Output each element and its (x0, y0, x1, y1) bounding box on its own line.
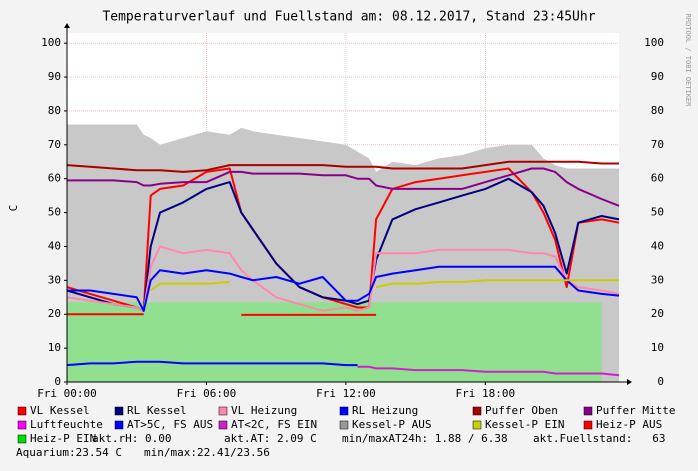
x-tick-label: Fri 18:00 (456, 387, 516, 400)
stat-text: akt.rH: 0.00 (92, 432, 171, 445)
legend-label: RL Heizung (352, 404, 418, 417)
y-tick-label-right: 30 (651, 273, 664, 286)
legend-swatch (114, 406, 124, 416)
series-area (67, 302, 602, 382)
y-axis-arrow (64, 23, 70, 28)
legend-label: Puffer Oben (485, 404, 558, 417)
legend-swatch (472, 406, 482, 416)
series-line (66, 177, 620, 312)
stat-text: akt.Fuellstand: 63 (533, 432, 665, 445)
legend-label: Puffer Mitte (596, 404, 675, 417)
y-tick-label-right: 100 (644, 36, 664, 49)
legend-label: AT<2C, FS EIN (231, 418, 317, 431)
legend-swatch (583, 406, 593, 416)
y-tick-label: 50 (48, 206, 61, 219)
legend-swatch (17, 420, 27, 430)
y-tick-label: 60 (48, 172, 61, 185)
watermark: RRDTOOL / TOBI OETIKER (684, 14, 692, 108)
series-line (66, 360, 358, 367)
y-tick-label: 80 (48, 104, 61, 117)
legend-swatch (17, 434, 27, 444)
y-tick-label-right: 90 (651, 70, 664, 83)
legend-label: Luftfeuchte (30, 418, 103, 431)
x-tick-label: Fri 12:00 (316, 387, 376, 400)
y-tick-label: 90 (48, 70, 61, 83)
y-tick-label-right: 10 (651, 341, 664, 354)
legend-swatch (218, 420, 228, 430)
y-tick-label: 10 (48, 341, 61, 354)
legend-label: Heiz-P AUS (596, 418, 662, 431)
y-tick-label: 0 (54, 375, 61, 388)
series-line (66, 160, 619, 173)
y-tick-label: 40 (48, 239, 61, 252)
y-tick-label-right: 20 (651, 307, 664, 320)
y-tick-label-right: 80 (651, 104, 664, 117)
x-tick-label: Fri 00:00 (37, 387, 97, 400)
legend: VL Kessel RL Kessel VL Heizung RL Heizung Pu… (16, 404, 675, 459)
legend-swatch (583, 420, 593, 430)
chart-title: Temperaturverlauf und Fuellstand am: 08.… (102, 10, 595, 25)
y-tick-label-right: 50 (651, 206, 664, 219)
series-line (67, 167, 620, 207)
axes: 0 0 10 10 20 20 30 30 40 40 50 50 60 60 70 70 80 80 90 90 10… (37, 23, 664, 400)
legend-swatch (218, 406, 228, 416)
legend-swatch (339, 406, 349, 416)
series-line (66, 167, 620, 312)
series-line (66, 245, 620, 312)
y-tick-label: 100 (41, 36, 61, 49)
series-line (357, 365, 620, 377)
legend-swatch (472, 420, 482, 430)
stat-text: Aquarium:23.54 C (16, 446, 122, 459)
y-axis-label: C (7, 205, 20, 212)
stat-text: min/max:22.41/23.56 (144, 446, 270, 459)
legend-label: VL Heizung (231, 404, 297, 417)
y-tick-label-right: 0 (657, 375, 664, 388)
lines (66, 160, 620, 377)
series-line (150, 279, 619, 292)
legend-label: VL Kessel (30, 404, 90, 417)
x-tick-label: Fri 06:00 (177, 387, 237, 400)
x-axis-arrow (627, 379, 632, 385)
y-tick-label: 20 (48, 307, 61, 320)
legend-label: AT>5C, FS AUS (127, 418, 213, 431)
legend-swatch (339, 420, 349, 430)
legend-swatch (17, 406, 27, 416)
series-line (67, 313, 377, 316)
y-tick-label: 30 (48, 273, 61, 286)
legend-label: Heiz-P EIN (30, 432, 96, 445)
stat-text: akt.AT: 2.09 C (224, 432, 317, 445)
legend-label: Kessel-P AUS (352, 418, 431, 431)
series-line (67, 265, 620, 312)
y-tick-label-right: 60 (651, 172, 664, 185)
legend-label: RL Kessel (127, 404, 187, 417)
y-tick-label-right: 40 (651, 239, 664, 252)
y-tick-label: 70 (48, 138, 61, 151)
legend-swatch (114, 420, 124, 430)
legend-label: Kessel-P EIN (485, 418, 564, 431)
y-tick-label-right: 70 (651, 138, 664, 151)
stat-text: min/maxAT24h: 1.88 / 6.38 (342, 432, 508, 445)
